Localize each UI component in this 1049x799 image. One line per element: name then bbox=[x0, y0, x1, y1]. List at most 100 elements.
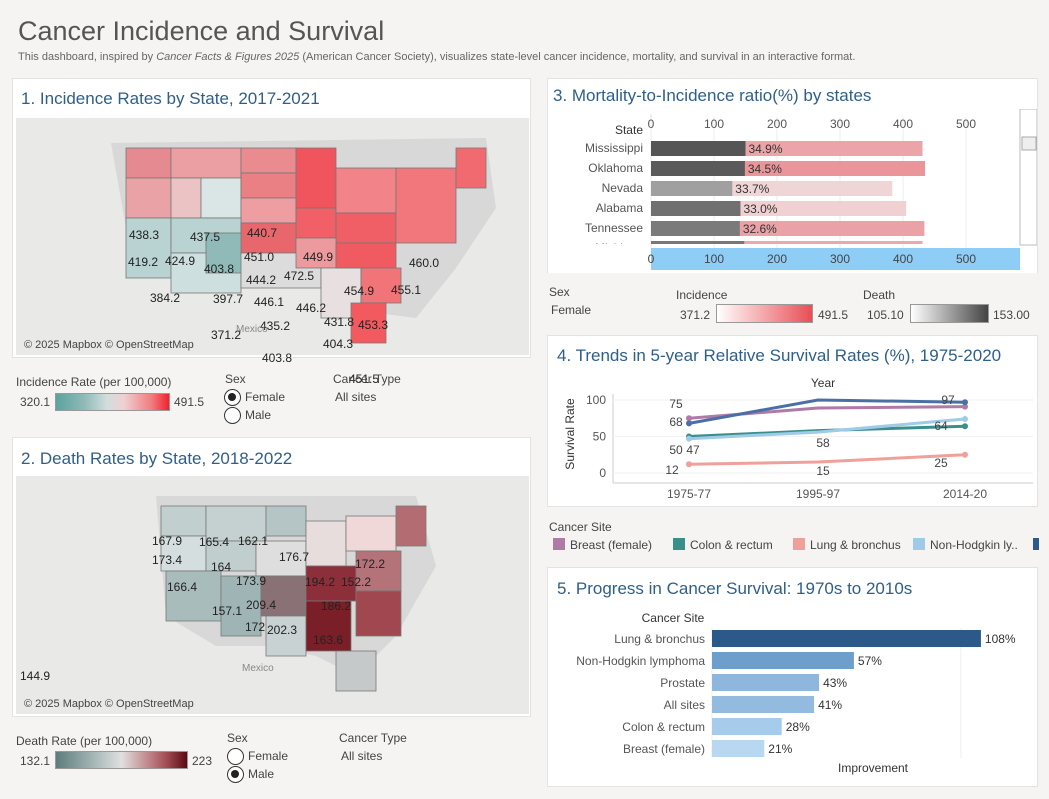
incidence-sex-label: Sex bbox=[225, 372, 246, 386]
state-shape[interactable] bbox=[240, 147, 297, 174]
mir-state-label: Nevada bbox=[602, 181, 644, 195]
state-shape[interactable] bbox=[355, 550, 402, 592]
progress-bar[interactable] bbox=[712, 696, 815, 713]
state-shape[interactable] bbox=[205, 540, 257, 572]
state-shape[interactable] bbox=[355, 590, 402, 637]
trend-legend-swatch[interactable] bbox=[673, 538, 685, 550]
mir-death-bar[interactable] bbox=[651, 221, 740, 236]
mir-bottom-axis[interactable] bbox=[651, 248, 1020, 270]
mir-tick-top: 0 bbox=[648, 117, 655, 131]
death-map[interactable] bbox=[16, 476, 529, 714]
trend-chart[interactable]: Year Survival Rate 100 50 0 1975-77 1995-97 201… bbox=[548, 374, 1037, 506]
incidence-color-ramp bbox=[55, 393, 170, 411]
state-shape[interactable] bbox=[360, 267, 402, 304]
trend-legend-swatch[interactable] bbox=[553, 538, 565, 550]
progress-bar[interactable] bbox=[712, 652, 854, 669]
mir-death-bar[interactable] bbox=[651, 181, 733, 196]
mir-death-bar[interactable] bbox=[651, 161, 745, 176]
state-shape[interactable] bbox=[160, 505, 207, 537]
state-shape[interactable] bbox=[295, 207, 337, 239]
state-shape[interactable] bbox=[350, 302, 387, 344]
trend-series-line[interactable] bbox=[688, 417, 966, 441]
state-shape[interactable] bbox=[125, 147, 172, 179]
mir-death-legend-min: 105.10 bbox=[867, 308, 904, 322]
trend-legend-label[interactable]: Colon & rectum bbox=[690, 538, 773, 552]
state-shape[interactable] bbox=[335, 242, 397, 269]
state-shape[interactable] bbox=[395, 505, 427, 547]
trend-legend-label[interactable]: Non-Hodgkin ly.. bbox=[930, 538, 1018, 552]
trend-point[interactable] bbox=[962, 451, 968, 458]
state-shape[interactable] bbox=[200, 177, 242, 219]
incidence-sex-male-radio[interactable] bbox=[224, 407, 241, 424]
trend-point[interactable] bbox=[686, 420, 692, 427]
death-state-label: 176.7 bbox=[279, 550, 310, 564]
state-shape[interactable] bbox=[335, 167, 397, 214]
incidence-cancer-type-value[interactable]: All sites bbox=[335, 390, 377, 404]
mir-death-bar[interactable] bbox=[651, 241, 745, 256]
state-shape[interactable] bbox=[220, 575, 262, 637]
mir-death-bar[interactable] bbox=[651, 141, 746, 156]
state-shape[interactable] bbox=[265, 615, 307, 657]
trend-point[interactable] bbox=[686, 435, 692, 442]
trend-legend-swatch-overflow[interactable] bbox=[1033, 538, 1039, 550]
progress-bar[interactable] bbox=[712, 718, 782, 735]
trend-point[interactable] bbox=[962, 403, 968, 410]
mir-scroll-thumb[interactable] bbox=[1021, 136, 1037, 151]
trend-point[interactable] bbox=[686, 461, 692, 468]
trend-legend-swatch[interactable] bbox=[913, 538, 925, 550]
subtitle-prefix: This dashboard, inspired by bbox=[18, 51, 157, 63]
state-shape[interactable] bbox=[125, 177, 172, 219]
state-shape[interactable] bbox=[255, 540, 307, 577]
state-shape[interactable] bbox=[455, 147, 487, 189]
state-shape[interactable] bbox=[170, 177, 202, 219]
state-shape[interactable] bbox=[295, 147, 337, 209]
progress-bar[interactable] bbox=[712, 674, 820, 691]
mir-death-bar[interactable] bbox=[651, 201, 741, 216]
mir-scrollbar[interactable] bbox=[1019, 109, 1037, 246]
incidence-sex-female-label: Female bbox=[245, 390, 286, 404]
trend-legend-label[interactable]: Breast (female) bbox=[570, 538, 653, 552]
incidence-state-label: 404.3 bbox=[323, 337, 354, 351]
trend-ytick: 50 bbox=[593, 430, 607, 444]
state-shape[interactable] bbox=[170, 147, 242, 179]
state-shape[interactable] bbox=[125, 217, 172, 279]
trend-point[interactable] bbox=[686, 415, 692, 422]
trend-legend-swatch[interactable] bbox=[793, 538, 805, 550]
progress-chart[interactable]: Cancer Site Lung & bronchus 108% Non-Hodgki… bbox=[548, 608, 1037, 786]
state-shape[interactable] bbox=[240, 172, 297, 199]
trend-point[interactable] bbox=[962, 399, 968, 406]
state-shape[interactable] bbox=[240, 197, 297, 224]
progress-category-label: Colon & rectum bbox=[622, 720, 705, 734]
state-shape[interactable] bbox=[295, 237, 337, 269]
trend-ytick: 0 bbox=[599, 466, 606, 480]
trend-legend-label[interactable]: Lung & bronchus bbox=[810, 538, 901, 552]
state-shape[interactable] bbox=[335, 212, 397, 244]
death-sex-female-radio[interactable] bbox=[227, 748, 244, 765]
state-shape[interactable] bbox=[335, 650, 377, 692]
mir-sex-value[interactable]: Female bbox=[551, 303, 592, 317]
state-shape[interactable] bbox=[240, 222, 297, 254]
death-cancer-type-value[interactable]: All sites bbox=[341, 749, 383, 763]
state-shape[interactable] bbox=[265, 505, 307, 537]
trend-point[interactable] bbox=[962, 423, 968, 430]
mir-ylabel: State bbox=[615, 123, 643, 137]
death-sex-male-radio[interactable] bbox=[227, 766, 244, 783]
state-shape[interactable] bbox=[305, 520, 347, 567]
incidence-map[interactable] bbox=[16, 118, 529, 355]
trend-series-line[interactable] bbox=[688, 453, 966, 466]
progress-bar[interactable] bbox=[712, 630, 981, 647]
state-shape[interactable] bbox=[395, 167, 457, 244]
mir-chart[interactable]: State 0 100 200 300 400 500 Mississippi 34.9% Okl… bbox=[548, 109, 1037, 273]
incidence-state-label: 440.7 bbox=[247, 226, 278, 240]
mir-incidence-bar[interactable] bbox=[651, 241, 923, 256]
trend-xtick: 1975-77 bbox=[667, 487, 711, 501]
trend-point[interactable] bbox=[962, 415, 968, 422]
state-shape[interactable] bbox=[305, 565, 357, 602]
incidence-sex-female-radio[interactable] bbox=[224, 389, 241, 406]
death-sex-female-label: Female bbox=[248, 749, 289, 763]
mir-tick-top: 500 bbox=[956, 117, 976, 131]
state-shape[interactable] bbox=[305, 600, 352, 652]
state-shape[interactable] bbox=[345, 515, 397, 552]
progress-bar[interactable] bbox=[712, 740, 765, 757]
trend-series-line[interactable] bbox=[688, 398, 966, 425]
